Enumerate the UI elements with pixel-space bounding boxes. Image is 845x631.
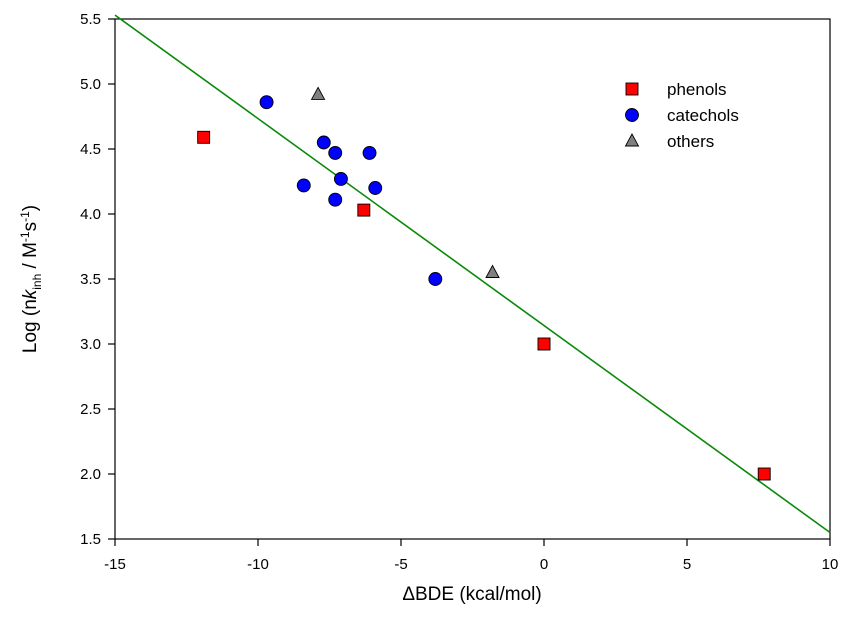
catechols-point bbox=[259, 95, 274, 110]
y-tick-label: 3.0 bbox=[80, 336, 101, 353]
legend: phenols catechols others bbox=[624, 80, 739, 151]
x-tick-label: 5 bbox=[683, 556, 691, 573]
legend-marker-phenols bbox=[625, 82, 639, 96]
data-points-layer bbox=[197, 86, 771, 481]
y-tick-label: 3.5 bbox=[80, 271, 101, 288]
catechols-point bbox=[333, 171, 348, 186]
x-axis-label: ΔBDE (kcal/mol) bbox=[402, 584, 541, 605]
y-tick-label: 4.0 bbox=[80, 206, 101, 223]
others-point bbox=[310, 86, 326, 100]
others-point bbox=[485, 264, 500, 278]
catechols-point bbox=[316, 135, 331, 150]
y-axis-label: Log (nkinh / M-1s-1) bbox=[18, 205, 44, 353]
catechols-point bbox=[368, 181, 383, 195]
y-tick-label: 5.0 bbox=[80, 76, 101, 93]
y-label-k: k bbox=[20, 288, 41, 299]
x-tick-label: -15 bbox=[104, 556, 126, 573]
x-tick-label: 10 bbox=[822, 556, 839, 573]
x-tick-label: -5 bbox=[394, 556, 407, 573]
phenols-point bbox=[757, 467, 771, 481]
phenols-point bbox=[537, 337, 551, 351]
y-tick-label: 4.5 bbox=[80, 141, 101, 158]
plot-area bbox=[114, 14, 831, 540]
y-label-unit: / M bbox=[20, 242, 41, 274]
catechols-point bbox=[328, 145, 343, 160]
phenols-point bbox=[357, 203, 371, 217]
legend-label-others: others bbox=[667, 132, 714, 151]
phenols-point bbox=[197, 130, 211, 144]
fit-line bbox=[114, 14, 831, 534]
catechols-point bbox=[328, 192, 343, 207]
y-label-s-exponent: -1 bbox=[18, 211, 32, 222]
y-label-prefix: Log (n bbox=[20, 299, 41, 353]
y-tick-label: 2.5 bbox=[80, 401, 101, 418]
fit-line-layer bbox=[114, 14, 831, 534]
y-axis-ticks: 1.5 2.0 2.5 3.0 3.5 4.0 4.5 5.0 5.5 bbox=[80, 11, 115, 548]
x-tick-label: -10 bbox=[247, 556, 269, 573]
y-tick-label: 5.5 bbox=[80, 11, 101, 28]
catechols-point bbox=[296, 178, 311, 193]
y-label-m-exponent: -1 bbox=[18, 231, 32, 242]
y-label-suffix: ) bbox=[20, 205, 41, 211]
x-tick-label: 0 bbox=[540, 556, 548, 573]
legend-marker-others bbox=[624, 133, 640, 147]
catechols-point bbox=[362, 145, 377, 160]
legend-label-phenols: phenols bbox=[667, 80, 727, 99]
y-label-k-subscript: inh bbox=[30, 274, 44, 290]
y-label-s: s bbox=[20, 222, 41, 232]
legend-marker-catechols bbox=[625, 108, 639, 122]
x-axis-ticks: -15 -10 -5 0 5 10 bbox=[104, 539, 838, 573]
y-tick-label: 1.5 bbox=[80, 531, 101, 548]
legend-label-catechols: catechols bbox=[667, 106, 739, 125]
y-tick-label: 2.0 bbox=[80, 466, 101, 483]
catechols-point bbox=[428, 272, 443, 286]
